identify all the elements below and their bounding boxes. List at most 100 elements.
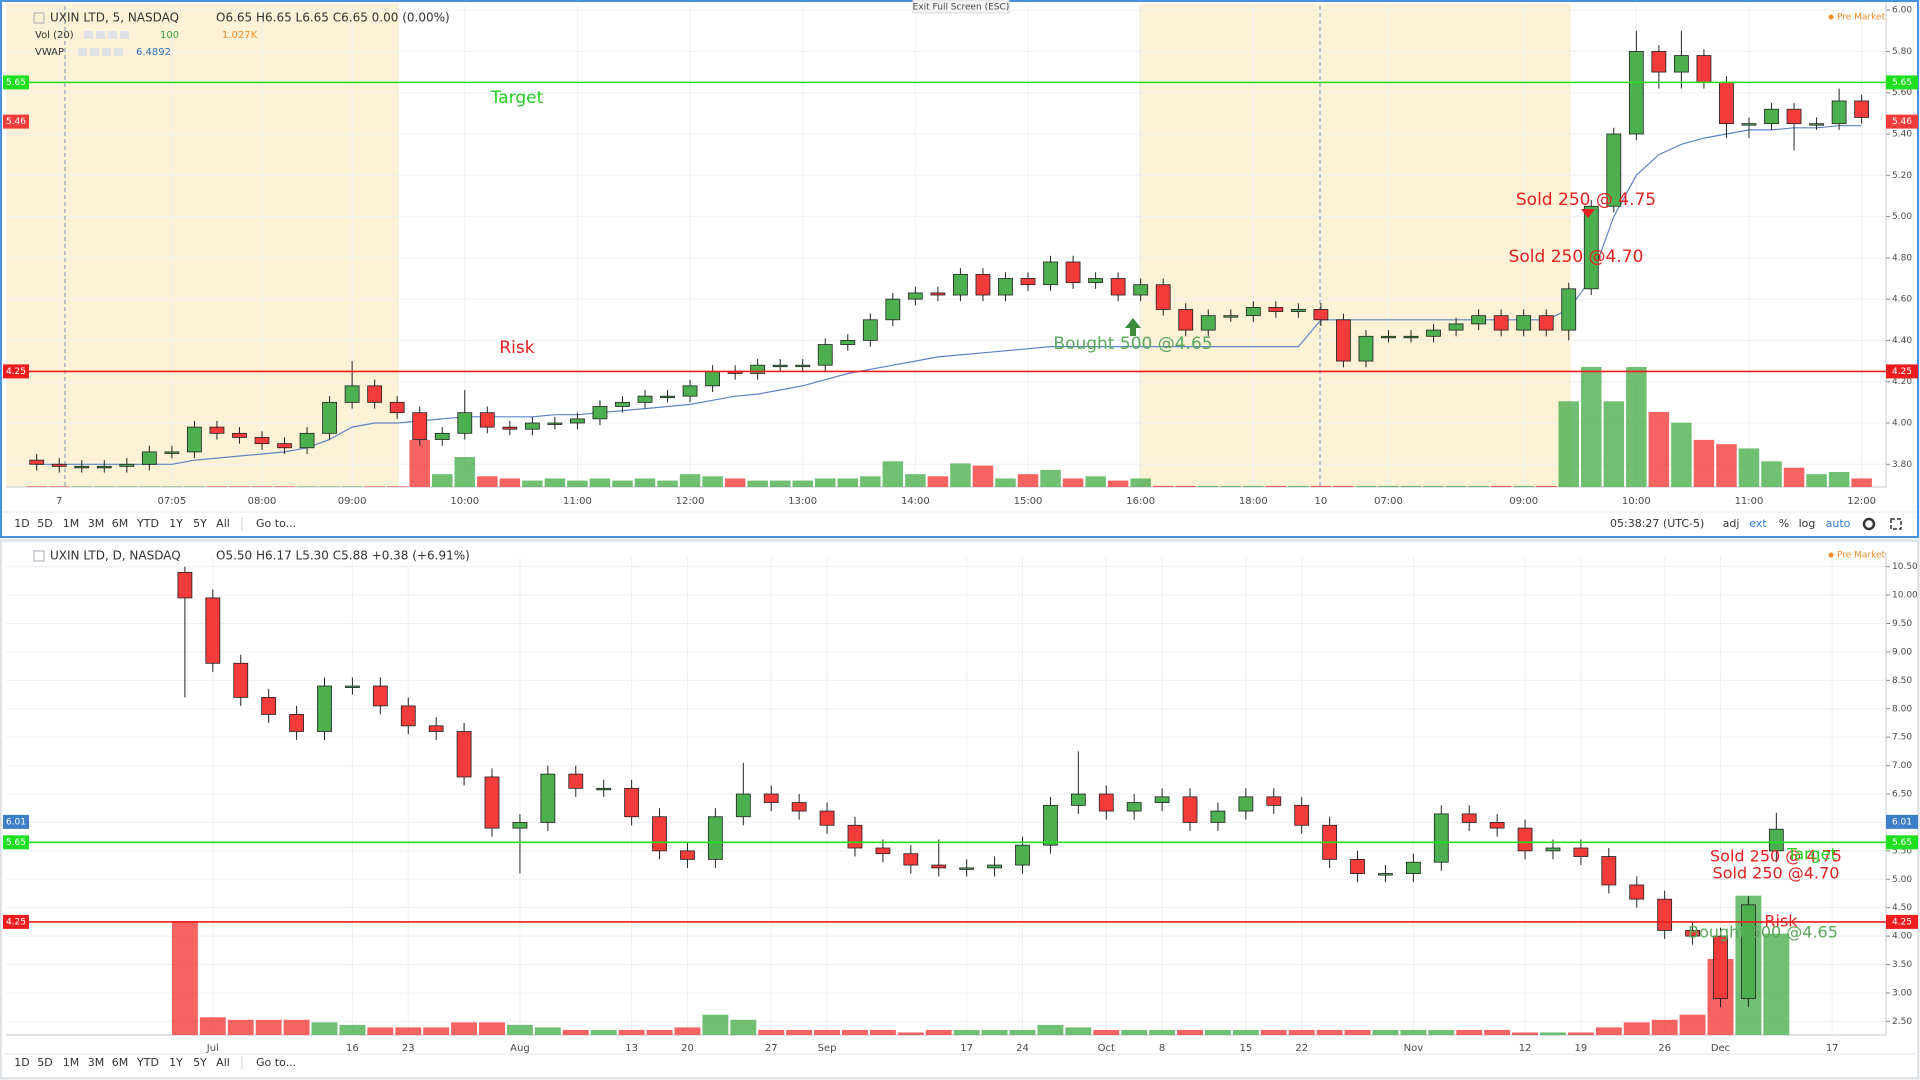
collapse-icon[interactable] — [33, 12, 45, 24]
indicator-button[interactable] — [96, 31, 105, 39]
goto-button[interactable]: Go to... — [256, 1056, 296, 1069]
scale-option[interactable]: log — [1799, 517, 1816, 530]
price-tag-label: 5.46 — [1892, 117, 1912, 127]
scale-option[interactable]: adj — [1723, 517, 1740, 530]
candle-body — [261, 696, 277, 715]
x-tick-label: 17 — [960, 1043, 973, 1054]
volume-bar — [116, 486, 138, 487]
candle-body — [344, 385, 360, 403]
candle-body — [1178, 309, 1194, 331]
range-button[interactable]: 3M — [88, 1056, 105, 1069]
range-button[interactable]: All — [216, 517, 230, 530]
range-button[interactable]: 5Y — [193, 1056, 207, 1069]
level-tag — [1886, 835, 1918, 850]
candle-body — [1378, 873, 1393, 876]
candle-body — [1070, 793, 1086, 806]
volume-bar — [618, 1029, 645, 1035]
goto-button[interactable]: Go to... — [256, 517, 296, 530]
x-tick-label: 14:00 — [901, 496, 930, 507]
x-tick-label: 07:00 — [1374, 496, 1403, 507]
volume-bar — [1175, 485, 1196, 487]
candle-body — [1854, 100, 1870, 118]
range-button[interactable]: 1D — [14, 517, 29, 530]
range-button[interactable]: 1D — [14, 1056, 29, 1069]
indicator-button[interactable] — [78, 48, 87, 56]
volume-bar — [1679, 1014, 1706, 1035]
y-tick-label: 6.00 — [1892, 6, 1912, 16]
price-tag — [1886, 114, 1918, 129]
candle-body — [1629, 884, 1645, 900]
settings-button[interactable] — [1862, 517, 1876, 531]
volume-bar — [451, 1022, 478, 1035]
candle-body — [1065, 261, 1081, 284]
level-tag-left-label: 4.25 — [6, 367, 26, 377]
volume-bar — [786, 1029, 813, 1035]
volume-bar — [1456, 1029, 1483, 1035]
scale-option[interactable]: auto — [1826, 517, 1851, 530]
indicator-button[interactable] — [84, 31, 93, 39]
y-tick-label: 3.00 — [1892, 988, 1912, 998]
candle-body — [707, 816, 723, 860]
range-button[interactable]: All — [216, 1056, 230, 1069]
y-tick-label: 4.20 — [1892, 377, 1912, 387]
indicator-button[interactable] — [114, 48, 123, 56]
candle-body — [1713, 935, 1728, 1000]
indicator-button[interactable] — [102, 48, 111, 56]
x-tick-label: 10:00 — [1622, 496, 1651, 507]
candle-body — [484, 776, 500, 829]
exit-fullscreen-box[interactable] — [912, 0, 1010, 14]
volume-bar — [199, 1017, 226, 1035]
range-button[interactable]: 5Y — [193, 517, 207, 530]
indicator-button[interactable] — [90, 48, 99, 56]
range-button[interactable]: 1M — [63, 517, 80, 530]
x-tick-label: Sep — [818, 1043, 837, 1054]
range-button[interactable]: 1Y — [169, 517, 183, 530]
scale-option[interactable]: ext — [1749, 517, 1767, 530]
volume-bar — [646, 1029, 673, 1035]
candle-body — [209, 426, 225, 434]
range-button[interactable]: 3M — [88, 517, 105, 530]
candle-body — [1133, 284, 1149, 296]
price-tag-left — [3, 114, 29, 129]
exit-fullscreen[interactable]: Exit Full Screen (ESC) — [913, 3, 1010, 13]
volume-bar — [905, 474, 926, 487]
volume-bar — [229, 486, 250, 487]
x-tick-label: 07:05 — [157, 496, 186, 507]
range-button[interactable]: 6M — [112, 517, 129, 530]
range-button[interactable]: 5D — [37, 517, 52, 530]
range-button[interactable]: 5D — [37, 1056, 52, 1069]
volume-bar — [882, 461, 904, 487]
indicator-button[interactable] — [120, 31, 129, 39]
range-button[interactable]: 6M — [112, 1056, 129, 1069]
volume-bar — [674, 1027, 701, 1035]
volume-bar — [842, 1029, 868, 1035]
candle-body — [1015, 844, 1030, 866]
candle-body — [322, 401, 337, 434]
candle-body — [400, 705, 416, 727]
indicator-button[interactable] — [108, 31, 117, 39]
candle-body — [254, 437, 270, 445]
volume-bar — [274, 486, 295, 487]
range-button[interactable]: YTD — [136, 517, 159, 530]
y-tick-label: 4.00 — [1892, 932, 1912, 942]
volume-bar — [1783, 467, 1805, 487]
candle-body — [1516, 315, 1532, 331]
volume-bar — [544, 478, 566, 487]
x-tick-label: 13:00 — [788, 496, 817, 507]
level-tag-label: 5.65 — [1892, 838, 1912, 848]
range-button[interactable]: YTD — [136, 1056, 159, 1069]
volume-bar — [386, 486, 408, 487]
collapse-icon[interactable] — [33, 550, 45, 562]
fullscreen-button[interactable] — [1890, 518, 1902, 530]
range-button[interactable]: 1Y — [169, 1056, 183, 1069]
level-tag — [1886, 914, 1918, 929]
volume-bar — [423, 1027, 450, 1035]
volume-bar — [1806, 474, 1827, 487]
range-button[interactable]: 1M — [63, 1056, 80, 1069]
candle-body — [457, 412, 473, 434]
level-tag-left-label: 5.65 — [6, 78, 26, 88]
scale-option[interactable]: % — [1779, 517, 1789, 530]
volume-bar — [1316, 1029, 1343, 1035]
volume-bar — [367, 1027, 394, 1035]
